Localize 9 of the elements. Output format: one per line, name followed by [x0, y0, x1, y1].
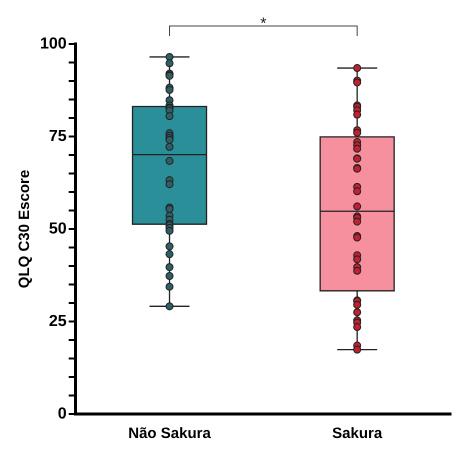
- y-tick-label: 0: [58, 405, 67, 422]
- y-tick-label: 100: [40, 35, 67, 52]
- y-axis-title: QLQ C30 Escore: [16, 170, 34, 288]
- x-tick-label: Sakura: [332, 425, 383, 442]
- y-tick-label: 25: [48, 312, 67, 330]
- text: *: [260, 15, 266, 32]
- y-tick-label: 75: [48, 128, 67, 145]
- y-tick-label: 50: [48, 220, 67, 238]
- x-tick-label: Não Sakura: [128, 425, 212, 442]
